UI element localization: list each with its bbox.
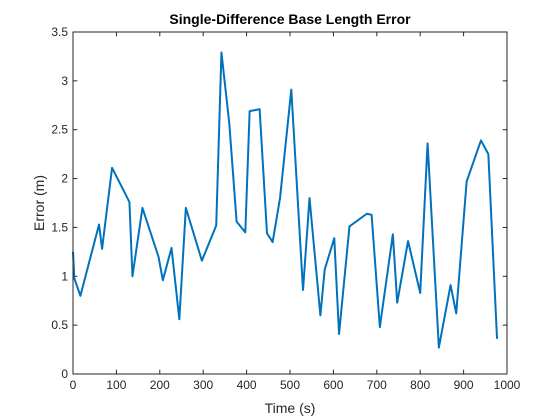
- x-tick-label: 600: [323, 378, 343, 392]
- y-axis-label: Error (m): [31, 175, 47, 231]
- x-tick-label: 800: [410, 378, 430, 392]
- x-axis-label: Time (s): [265, 400, 316, 416]
- y-tick-label: 3: [61, 74, 68, 88]
- x-tick-label: 1000: [494, 378, 521, 392]
- x-tick-label: 500: [280, 378, 300, 392]
- plot-area: [73, 32, 507, 374]
- y-tick-label: 2: [61, 172, 68, 186]
- y-tick-label: 2.5: [51, 123, 68, 137]
- x-tick-label: 100: [106, 378, 126, 392]
- x-tick-label: 400: [237, 378, 257, 392]
- y-tick-label: 0.5: [51, 318, 68, 332]
- y-tick-label: 3.5: [51, 25, 68, 39]
- x-tick-label: 700: [367, 378, 387, 392]
- series-line: [72, 51, 499, 349]
- y-tick-label: 1.5: [51, 220, 68, 234]
- y-tick-label: 0: [61, 367, 68, 381]
- x-tick-label: 900: [454, 378, 474, 392]
- chart-title: Single-Difference Base Length Error: [169, 11, 411, 27]
- x-tick-label: 300: [193, 378, 213, 392]
- plot-frame: [72, 31, 508, 375]
- x-tick-label: 0: [70, 378, 77, 392]
- series-layer: [72, 51, 499, 349]
- x-tick-label: 200: [150, 378, 170, 392]
- x-axis-ticks: 0 100 200 300 400 500 600 700 800 900 1000: [70, 32, 521, 392]
- y-tick-label: 1: [61, 269, 68, 283]
